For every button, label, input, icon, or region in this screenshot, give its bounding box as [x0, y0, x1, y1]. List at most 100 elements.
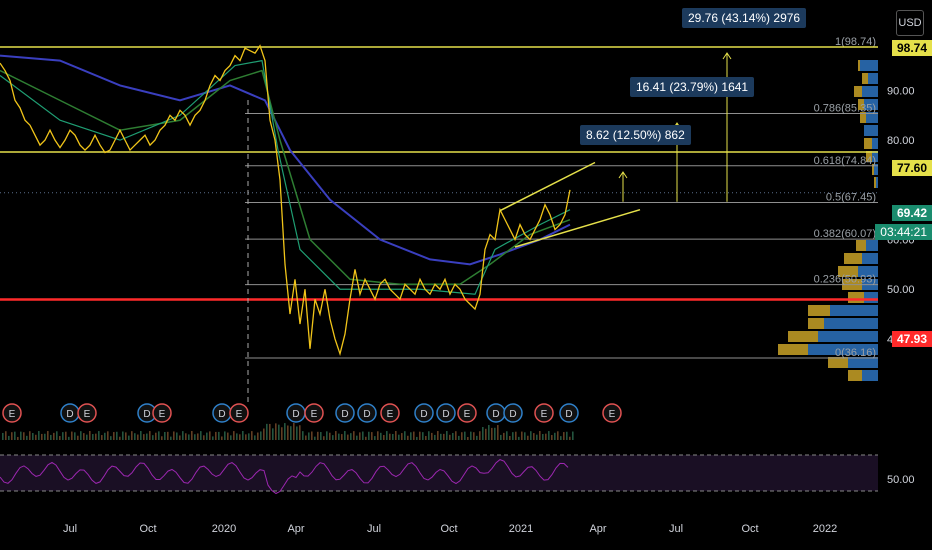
earnings-marker-label-5: D	[218, 409, 225, 420]
price-axis-label-1: 80.00	[887, 135, 915, 147]
volume-bar-557	[557, 431, 559, 440]
volume-profile-bar-blue-8	[874, 164, 878, 175]
volume-bar-242	[242, 431, 244, 440]
ma-50-line	[0, 59, 571, 295]
volume-bar-56	[56, 431, 58, 440]
current-price-tag: 69.42	[891, 205, 932, 221]
volume-bar-119	[119, 436, 121, 440]
volume-bar-167	[167, 431, 169, 440]
volume-profile-bar-11	[844, 253, 862, 264]
volume-bar-146	[146, 433, 148, 440]
volume-bar-419	[419, 431, 421, 440]
volume-bar-395	[395, 431, 397, 440]
volume-bar-11	[11, 432, 13, 440]
time-axis-label-6: 2021	[509, 523, 533, 535]
volume-bar-512	[512, 432, 514, 440]
volume-bar-95	[95, 433, 97, 440]
volume-bar-191	[191, 431, 193, 440]
time-axis-label-10: 2022	[813, 523, 837, 535]
volume-bar-320	[320, 432, 322, 440]
volume-bar-26	[26, 435, 28, 440]
volume-bar-407	[407, 435, 409, 440]
volume-bar-362	[362, 431, 364, 440]
volume-bar-176	[176, 432, 178, 440]
volume-profile-bar-4	[860, 112, 866, 123]
earnings-marker-label-18: D	[565, 409, 572, 420]
price-tag-47: 47.93	[891, 331, 932, 347]
earnings-marker-18	[559, 403, 579, 423]
volume-bar-308	[308, 432, 310, 440]
earnings-marker-label-19: E	[609, 409, 616, 420]
volume-profile-bar-blue-15	[830, 305, 878, 316]
earnings-marker-label-13: D	[442, 409, 449, 420]
volume-bar-245	[245, 434, 247, 440]
volume-bar-23	[23, 432, 25, 440]
volume-bar-518	[518, 436, 520, 440]
volume-bar-110	[110, 436, 112, 440]
fib-label-4: 0.382(60.07)	[814, 228, 876, 240]
volume-bar-278	[278, 424, 280, 440]
volume-bar-89	[89, 431, 91, 440]
volume-bar-122	[122, 431, 124, 440]
volume-bar-542	[542, 434, 544, 440]
volume-bar-155	[155, 432, 157, 440]
volume-profile-bar-6	[864, 138, 872, 149]
rsi-background	[0, 455, 878, 491]
volume-bar-116	[116, 431, 118, 440]
volume-bar-464	[464, 431, 466, 440]
volume-bar-266	[266, 423, 268, 440]
volume-bar-515	[515, 431, 517, 440]
earnings-marker-label-3: D	[143, 409, 150, 420]
volume-bar-524	[524, 432, 526, 440]
earnings-marker-label-16: D	[509, 409, 516, 420]
volume-bar-29	[29, 431, 31, 440]
volume-bar-530	[530, 431, 532, 440]
volume-bar-449	[449, 434, 451, 440]
earnings-marker-14	[457, 403, 477, 423]
volume-bar-479	[479, 431, 481, 440]
volume-profile-bar-17	[788, 331, 818, 342]
volume-bar-263	[263, 428, 265, 440]
earnings-marker-label-6: E	[236, 409, 243, 420]
earnings-marker-label-17: E	[541, 409, 548, 420]
volume-bar-476	[476, 435, 478, 440]
volume-profile-bar-14	[848, 292, 864, 303]
volume-bar-68	[68, 436, 70, 440]
volume-bar-401	[401, 433, 403, 440]
price-axis-label-0: 90.00	[887, 85, 915, 97]
volume-bar-545	[545, 433, 547, 440]
earnings-marker-13	[436, 403, 456, 423]
wedge-lower-line	[514, 208, 641, 248]
volume-profile-bar-blue-0	[860, 60, 878, 71]
volume-bar-158	[158, 431, 160, 440]
volume-bar-20	[20, 431, 22, 440]
earnings-marker-2	[77, 403, 97, 423]
volume-bar-293	[293, 423, 295, 440]
currency-badge[interactable]: USD	[896, 10, 924, 36]
volume-bar-461	[461, 432, 463, 440]
volume-bar-5	[5, 431, 7, 440]
earnings-marker-label-7: D	[292, 409, 299, 420]
volume-bar-290	[290, 426, 292, 440]
volume-profile-bar-blue-9	[876, 177, 878, 188]
volume-bar-494	[494, 427, 496, 440]
volume-bar-551	[551, 435, 553, 440]
volume-bar-482	[482, 426, 484, 440]
countdown-tag: 03:44:21	[875, 224, 932, 240]
volume-bar-164	[164, 431, 166, 440]
earnings-marker-label-10: D	[363, 409, 370, 420]
volume-bar-566	[566, 431, 568, 440]
volume-bar-569	[569, 436, 571, 440]
volume-bar-203	[203, 435, 205, 440]
volume-profile-bar-blue-6	[872, 138, 878, 149]
volume-bar-284	[284, 423, 286, 440]
volume-profile-bar-2	[854, 86, 862, 97]
volume-bar-452	[452, 432, 454, 440]
volume-bar-506	[506, 431, 508, 440]
volume-bar-335	[335, 431, 337, 440]
earnings-marker-label-0: E	[9, 409, 16, 420]
volume-bar-194	[194, 434, 196, 440]
volume-profile-bar-1	[862, 73, 868, 84]
volume-profile-bar-19	[828, 357, 848, 368]
volume-bar-248	[248, 433, 250, 440]
